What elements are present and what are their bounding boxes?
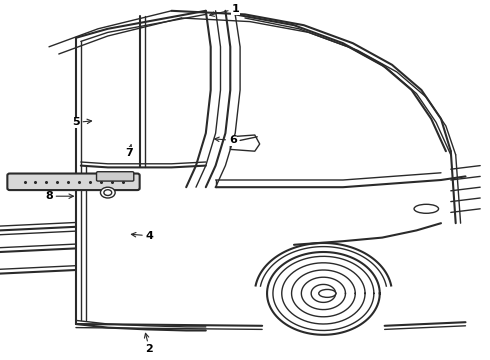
FancyBboxPatch shape: [7, 174, 140, 190]
Circle shape: [100, 187, 115, 198]
Circle shape: [104, 190, 112, 195]
Text: 4: 4: [131, 231, 153, 241]
Ellipse shape: [319, 289, 336, 297]
Text: 7: 7: [125, 145, 133, 158]
Ellipse shape: [414, 204, 439, 213]
Text: 2: 2: [145, 333, 153, 354]
Text: 1: 1: [210, 4, 239, 16]
Text: 5: 5: [72, 117, 92, 127]
Text: 6: 6: [215, 135, 237, 145]
Text: 3: 3: [82, 179, 94, 189]
FancyBboxPatch shape: [97, 172, 134, 181]
Text: 8: 8: [45, 191, 74, 201]
